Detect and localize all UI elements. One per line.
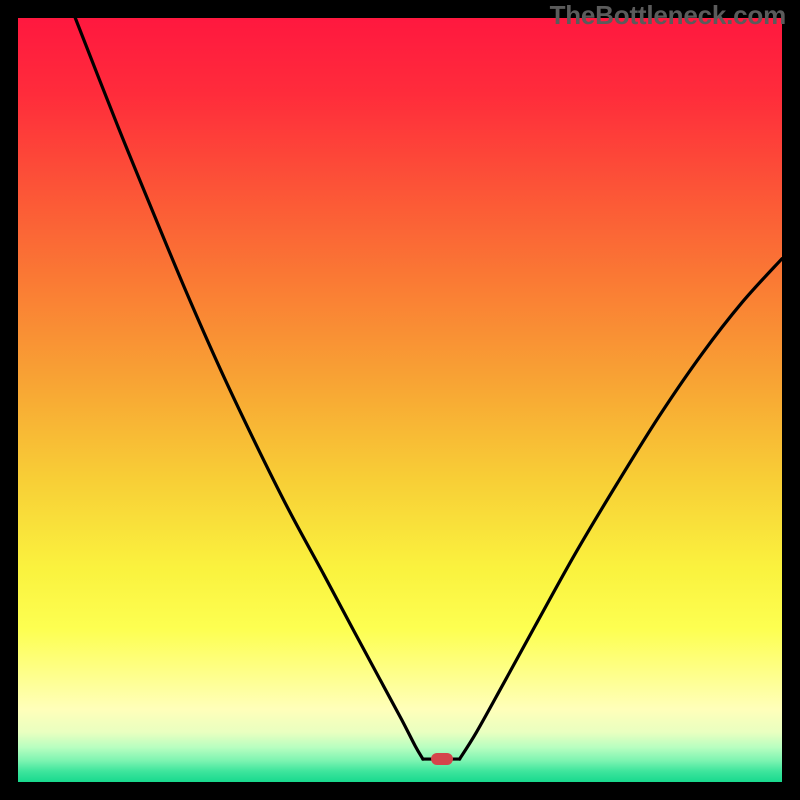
frame-border-left bbox=[0, 0, 18, 800]
chart-frame: TheBottleneck.com bbox=[0, 0, 800, 800]
watermark-text: TheBottleneck.com bbox=[550, 0, 786, 31]
frame-border-right bbox=[782, 0, 800, 800]
optimum-marker bbox=[431, 753, 454, 765]
plot-area bbox=[18, 18, 782, 782]
frame-border-bottom bbox=[0, 782, 800, 800]
bottleneck-curve bbox=[18, 18, 782, 782]
